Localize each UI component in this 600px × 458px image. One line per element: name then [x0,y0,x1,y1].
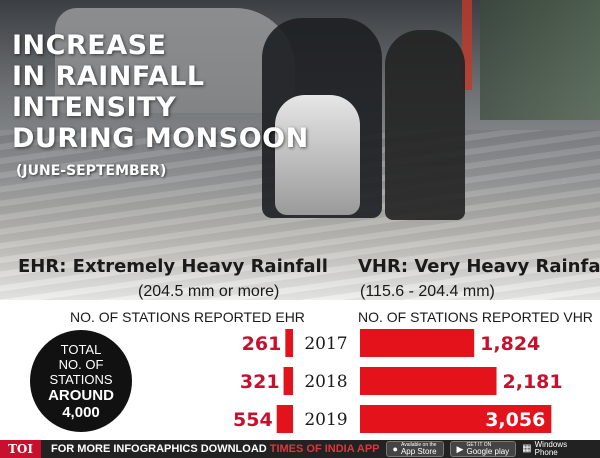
ehr-value-label: 321 [240,371,280,393]
headline-line: INCREASE [12,30,167,61]
windows-icon: ▦ [522,443,532,454]
ehr-range: (204.5 mm or more) [138,283,280,300]
total-line: STATIONS [49,371,113,387]
vhr-value-label: 2,181 [503,371,563,393]
headline-line: INTENSITY [12,92,177,123]
pedestrian [385,30,465,220]
windows-phone-badge[interactable]: ▦ Windows Phone [522,441,567,457]
ehr-bar [285,329,293,357]
windows-line-1: Windows [534,440,568,449]
google-play-label: Google play [466,447,510,456]
vhr-column-label: NO. OF STATIONS REPORTED VHR [358,309,593,325]
total-line: NO. OF [58,356,104,372]
windows-phone-text: Windows Phone [535,441,567,457]
google-play-small: GET IT ON [466,442,492,448]
vhr-value-label: 1,824 [480,333,540,355]
apple-icon: ● [392,444,398,454]
ehr-column-label: NO. OF STATIONS REPORTED EHR [70,309,305,325]
scooter [275,95,360,215]
total-value: 4,000 [62,403,100,421]
toi-logo: TOI [0,440,41,458]
year-label: 2019 [304,410,347,430]
year-label: 2017 [304,334,347,354]
total-stations-badge: TOTAL NO. OF STATIONS AROUND 4,000 [30,330,132,432]
app-store-label: App Store [400,447,437,456]
headline-line: DURING MONSOON [12,123,309,154]
headline-line: IN RAINFALL [12,61,205,92]
pole-shape [462,0,472,90]
vhr-bar [360,367,497,395]
flood-photo [0,0,600,300]
footer-bar: TOI FOR MORE INFOGRAPHICS DOWNLOAD TIMES… [0,440,600,458]
footer-text: FOR MORE INFOGRAPHICS DOWNLOAD [51,443,267,455]
car-shape [55,8,295,113]
play-icon: ▶ [456,444,464,454]
vhr-title: VHR: Very Heavy Rainfall [358,256,600,277]
total-around: AROUND [48,386,114,404]
vhr-bar [360,329,475,357]
app-store-small: Available on the [400,442,437,448]
year-label: 2018 [304,372,347,392]
ehr-value-label: 554 [233,409,273,431]
total-line: TOTAL [60,341,102,357]
ehr-bar [276,405,293,433]
google-play-text: GET IT ON Google play [466,442,509,456]
vhr-value-label: 3,056 [485,409,545,431]
wall-shape [480,0,600,120]
ehr-title: EHR: Extremely Heavy Rainfall [18,256,328,277]
rainfall-bar-chart: 261 2017 1,824 321 2018 2,181 554 2019 3,056 [233,329,563,433]
footer-brand: TIMES OF INDIA APP [269,443,380,455]
headline: INCREASE IN RAINFALL INTENSITY DURING MO… [12,30,309,154]
ehr-value-label: 261 [242,333,282,355]
vhr-range: (115.6 - 204.4 mm) [360,283,495,300]
headline-subtitle: (JUNE-SEPTEMBER) [16,163,167,179]
windows-line-2: Phone [534,448,558,457]
vhr-bar [360,405,552,433]
ehr-bar [283,367,293,395]
google-play-badge[interactable]: ▶ GET IT ON Google play [449,441,517,457]
app-store-badge[interactable]: ● Available on the App Store [385,441,444,457]
app-store-text: Available on the App Store [401,442,437,456]
